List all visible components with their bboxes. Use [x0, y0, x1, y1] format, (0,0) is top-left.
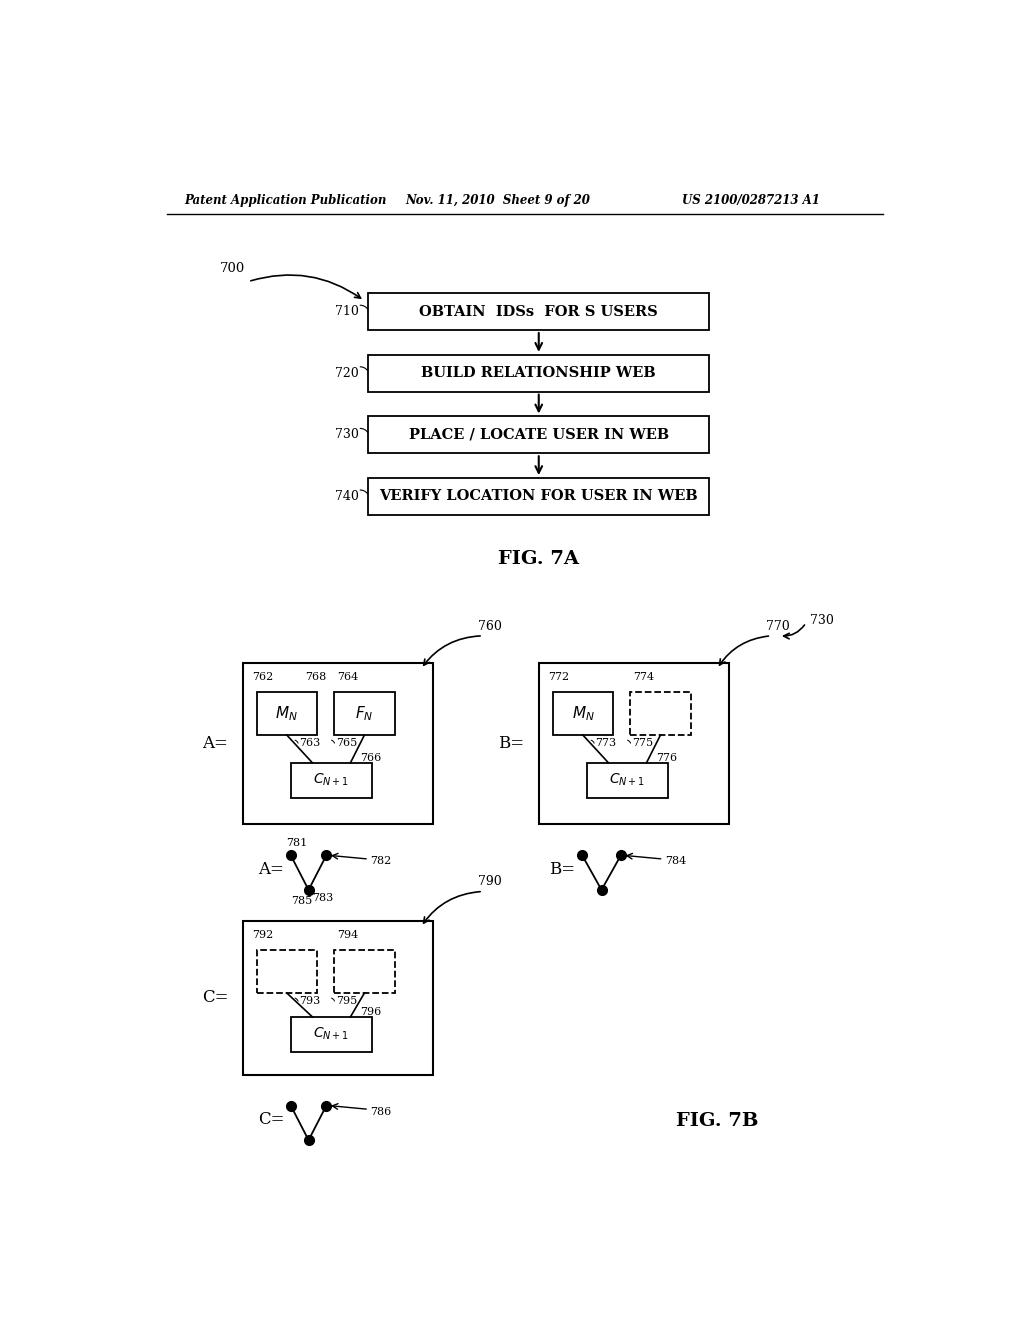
Text: 776: 776	[656, 754, 678, 763]
Text: $M_N$: $M_N$	[571, 705, 594, 723]
Text: US 2100/0287213 A1: US 2100/0287213 A1	[682, 194, 820, 207]
Text: 765: 765	[336, 738, 357, 748]
Text: $C_{N+1}$: $C_{N+1}$	[313, 772, 349, 788]
Text: OBTAIN  IDSs  FOR S USERS: OBTAIN IDSs FOR S USERS	[420, 305, 658, 318]
Text: 763: 763	[299, 738, 321, 748]
Text: $F_N$: $F_N$	[355, 705, 374, 723]
Text: 773: 773	[595, 738, 616, 748]
Text: $C_{N+1}$: $C_{N+1}$	[609, 772, 645, 788]
Text: B=: B=	[499, 735, 524, 752]
Text: 764: 764	[337, 672, 358, 681]
FancyBboxPatch shape	[369, 416, 710, 453]
FancyBboxPatch shape	[243, 663, 432, 825]
Text: 786: 786	[371, 1106, 392, 1117]
Text: Nov. 11, 2010  Sheet 9 of 20: Nov. 11, 2010 Sheet 9 of 20	[406, 194, 590, 207]
FancyBboxPatch shape	[243, 921, 432, 1074]
Text: 740: 740	[335, 490, 359, 503]
Text: VERIFY LOCATION FOR USER IN WEB: VERIFY LOCATION FOR USER IN WEB	[380, 490, 698, 503]
Text: A=: A=	[203, 735, 228, 752]
Text: $C_{N+1}$: $C_{N+1}$	[313, 1026, 349, 1043]
FancyBboxPatch shape	[630, 692, 690, 735]
Text: 796: 796	[360, 1007, 382, 1018]
Text: $M_N$: $M_N$	[275, 705, 298, 723]
Text: 782: 782	[371, 857, 392, 866]
Text: 783: 783	[311, 892, 333, 903]
FancyBboxPatch shape	[369, 355, 710, 392]
Text: 766: 766	[360, 754, 382, 763]
Text: PLACE / LOCATE USER IN WEB: PLACE / LOCATE USER IN WEB	[409, 428, 669, 442]
FancyBboxPatch shape	[291, 1016, 372, 1052]
Text: B=: B=	[549, 861, 574, 878]
Text: 795: 795	[336, 995, 357, 1006]
FancyBboxPatch shape	[257, 950, 317, 993]
FancyBboxPatch shape	[291, 763, 372, 797]
Text: 730: 730	[810, 614, 834, 627]
FancyBboxPatch shape	[553, 692, 613, 735]
Text: C=: C=	[203, 989, 229, 1006]
Text: 762: 762	[252, 672, 273, 681]
Text: FIG. 7B: FIG. 7B	[676, 1111, 758, 1130]
FancyBboxPatch shape	[587, 763, 669, 797]
Text: 720: 720	[335, 367, 359, 380]
FancyBboxPatch shape	[334, 692, 394, 735]
FancyBboxPatch shape	[334, 950, 394, 993]
Text: 785: 785	[292, 896, 312, 906]
Text: 775: 775	[632, 738, 653, 748]
Text: 781: 781	[286, 838, 307, 847]
FancyBboxPatch shape	[369, 293, 710, 330]
Text: A=: A=	[258, 861, 284, 878]
Text: 730: 730	[335, 428, 359, 441]
Text: C=: C=	[258, 1111, 285, 1127]
FancyBboxPatch shape	[257, 692, 317, 735]
Text: 784: 784	[665, 857, 686, 866]
FancyBboxPatch shape	[369, 478, 710, 515]
Text: 768: 768	[305, 672, 326, 681]
Text: 770: 770	[766, 619, 790, 632]
Text: FIG. 7A: FIG. 7A	[499, 550, 580, 568]
Text: 792: 792	[252, 929, 273, 940]
Text: 793: 793	[299, 995, 321, 1006]
Text: 790: 790	[477, 875, 502, 888]
Text: 760: 760	[477, 619, 502, 632]
FancyBboxPatch shape	[539, 663, 729, 825]
Text: 794: 794	[337, 929, 358, 940]
Text: 772: 772	[548, 672, 569, 681]
Text: 700: 700	[219, 261, 245, 275]
Text: 710: 710	[335, 305, 359, 318]
Text: 774: 774	[633, 672, 654, 681]
Text: Patent Application Publication: Patent Application Publication	[183, 194, 386, 207]
Text: BUILD RELATIONSHIP WEB: BUILD RELATIONSHIP WEB	[422, 366, 656, 380]
